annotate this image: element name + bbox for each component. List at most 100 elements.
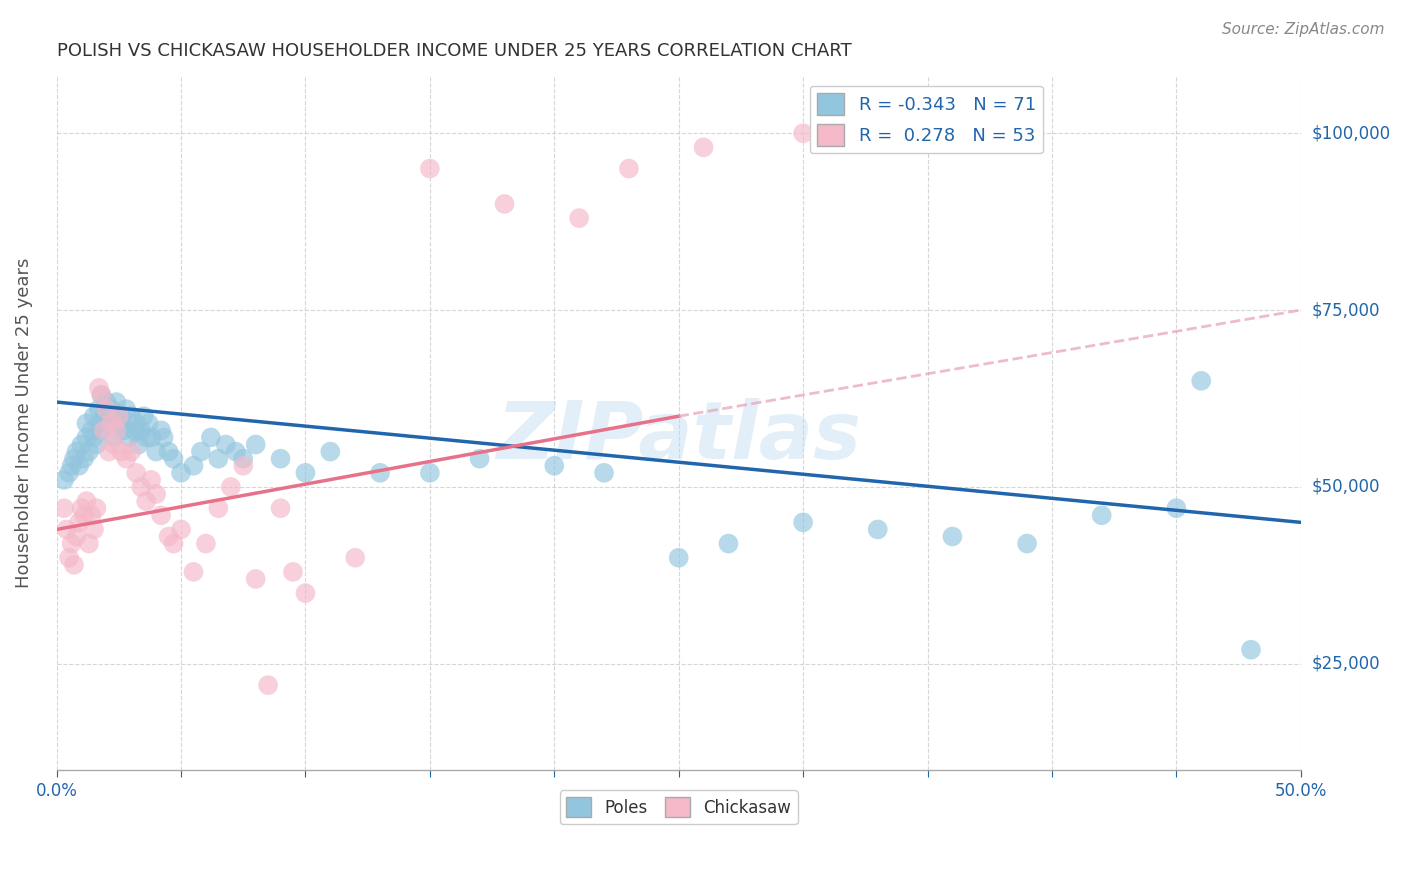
Point [568,211,591,226]
Point [281,565,304,579]
Point [157,444,180,458]
Point [135,430,157,444]
Point [60,458,83,473]
Point [96,395,118,409]
Point [270,501,292,516]
Point [194,536,217,550]
Point [105,395,128,409]
Point [257,678,280,692]
Point [162,536,184,550]
Point [245,437,267,451]
Point [120,444,142,458]
Point [67,458,90,473]
Point [73,451,96,466]
Point [152,430,174,444]
Text: $25,000: $25,000 [1312,655,1381,673]
Point [90,388,112,402]
Point [129,480,152,494]
Point [125,466,148,480]
Point [792,126,814,140]
Point [115,451,138,466]
Point [1189,374,1212,388]
Point [93,423,115,437]
Point [97,444,120,458]
Point [122,423,145,437]
Point [77,536,100,550]
Point [115,402,138,417]
Text: $100,000: $100,000 [1312,124,1391,142]
Point [53,473,76,487]
Point [207,501,229,516]
Point [692,140,714,154]
Point [63,451,86,466]
Point [207,451,229,466]
Text: Source: ZipAtlas.com: Source: ZipAtlas.com [1222,22,1385,37]
Point [87,402,110,417]
Point [294,466,316,480]
Point [157,529,180,543]
Point [141,473,163,487]
Point [76,430,98,444]
Point [219,480,242,494]
Point [58,466,80,480]
Point [125,417,148,431]
Legend: Poles, Chickasaw: Poles, Chickasaw [560,790,797,824]
Point [419,466,441,480]
Point [941,529,963,543]
Point [103,437,125,451]
Point [129,423,152,437]
Point [344,550,367,565]
Point [419,161,441,176]
Point [97,417,120,431]
Point [468,451,491,466]
Point [65,444,87,458]
Point [183,458,205,473]
Point [105,423,128,437]
Text: $75,000: $75,000 [1312,301,1381,319]
Point [83,409,105,424]
Point [93,409,115,424]
Point [55,523,77,537]
Point [232,451,254,466]
Point [76,417,98,431]
Point [80,423,103,437]
Text: POLISH VS CHICKASAW HOUSEHOLDER INCOME UNDER 25 YEARS CORRELATION CHART: POLISH VS CHICKASAW HOUSEHOLDER INCOME U… [56,42,852,60]
Point [67,516,90,530]
Point [866,523,889,537]
Point [118,430,141,444]
Point [145,487,167,501]
Point [77,444,100,458]
Point [132,409,155,424]
Point [183,565,205,579]
Point [80,508,103,523]
Point [162,451,184,466]
Point [96,402,118,417]
Point [90,423,112,437]
Point [593,466,616,480]
Point [76,494,98,508]
Point [215,437,238,451]
Point [135,494,157,508]
Point [103,430,125,444]
Point [1015,536,1038,550]
Point [200,430,222,444]
Point [86,501,108,516]
Point [100,402,122,417]
Point [150,423,173,437]
Point [170,523,193,537]
Point [108,409,131,424]
Point [866,133,889,147]
Point [86,437,108,451]
Point [1091,508,1114,523]
Point [668,550,690,565]
Point [792,516,814,530]
Point [128,437,150,451]
Point [108,417,131,431]
Point [294,586,316,600]
Point [717,536,740,550]
Point [145,444,167,458]
Point [83,430,105,444]
Point [543,458,565,473]
Point [65,529,87,543]
Point [150,508,173,523]
